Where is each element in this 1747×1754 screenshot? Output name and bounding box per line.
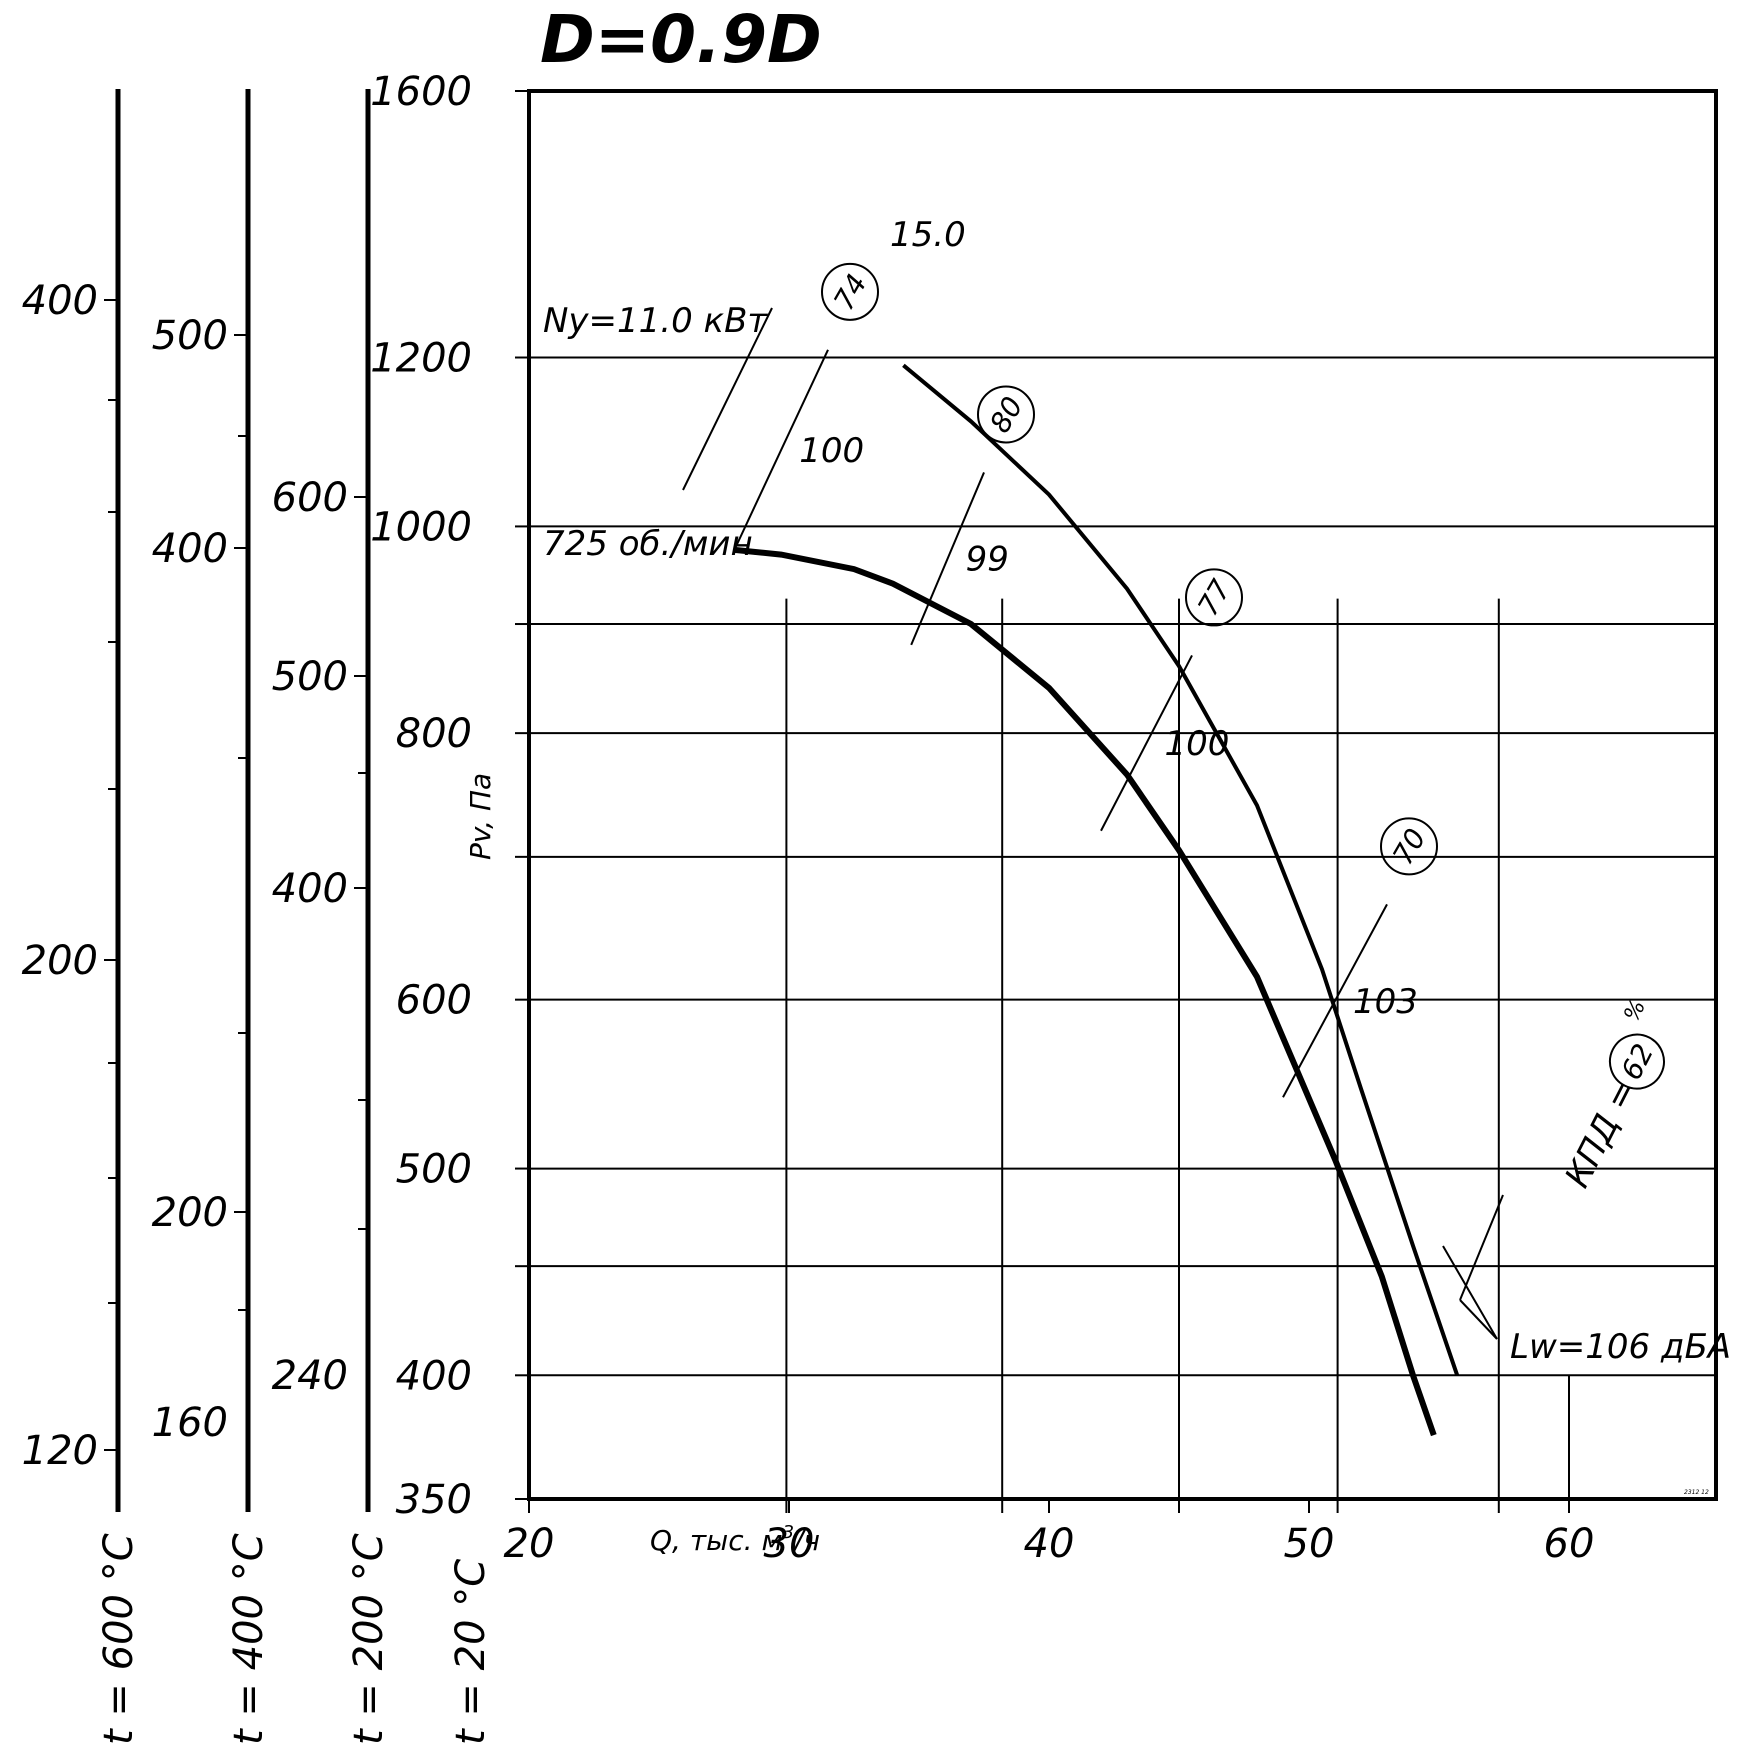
efficiency-leader-line: [1459, 1194, 1504, 1301]
efficiency-leader-line-2: [1459, 1299, 1498, 1340]
x-axis-label: Q, тыс. м3/ч: [650, 1522, 820, 1557]
sound-label: Lw=106 дБА: [1510, 1327, 1731, 1367]
efficiency-label-group: КПД = 62 %: [1557, 996, 1665, 1194]
speed-label: 725 об./мин.: [543, 524, 764, 564]
isoline: [910, 472, 985, 646]
temperature-scale-tick-label: 500: [272, 654, 348, 700]
isoline-badge-circle: [821, 262, 879, 321]
y-tick-label: 350: [396, 1477, 472, 1523]
isoline-badge-circle: [1185, 568, 1243, 627]
chart-title: D=0.9D: [540, 1, 822, 78]
efficiency-badge-circle: [1608, 1033, 1665, 1090]
y-axis-ticks: 1600 1200 1000 800 600 500 400 350: [370, 69, 529, 1523]
isoline-badge-circle: [977, 385, 1035, 444]
x-axis-label-tail: /ч: [791, 1524, 820, 1557]
isoline-label: 100: [1165, 724, 1230, 764]
y-tick-label: 1000: [370, 504, 472, 550]
isoline: [733, 349, 829, 551]
efficiency-leader-line-3: [1442, 1245, 1498, 1340]
temperature-scale-tick-label: 120: [22, 1428, 98, 1474]
power-value-label: 15.0: [890, 215, 966, 255]
y-tick-label: 500: [396, 1147, 472, 1193]
x-axis-label-sup: 3: [783, 1522, 794, 1543]
temperature-scale-label: t = 400 °C: [226, 1533, 272, 1745]
temperature-scale-label: t = 600 °C: [96, 1533, 142, 1745]
x-axis-label-main: Q, тыс. м: [650, 1524, 783, 1557]
series-line-power-15: [902, 363, 1460, 1376]
x-axis-ticks: 20 30 40 50 60: [504, 1499, 1595, 1567]
isoline-badge: 80: [983, 391, 1029, 438]
power-leader-line: [682, 307, 773, 491]
isoline-label: 100: [799, 431, 864, 471]
isoline-label: 103: [1353, 982, 1418, 1022]
x-tick-label: 60: [1544, 1521, 1595, 1567]
efficiency-badge: 62: [1615, 1038, 1661, 1085]
efficiency-label: КПД =: [1557, 1073, 1645, 1194]
isoline-label: 99: [966, 540, 1009, 580]
power-label: Ny=11.0 кВт: [543, 301, 768, 341]
y-tick-label: 1600: [370, 69, 472, 115]
temperature-scale-tick-label: 160: [152, 1400, 228, 1446]
temperature-scale-tick-label: 400: [22, 278, 98, 324]
temperature-scale-label: t = 20 °C: [448, 1559, 494, 1745]
y-tick-label: 800: [396, 711, 472, 757]
efficiency-isolines: 100 74 99 80 100 77 103 70: [733, 262, 1438, 1098]
temperature-scale-tick-label: 200: [152, 1190, 228, 1236]
temperature-scale-tick-label: 500: [152, 313, 228, 359]
isoline: [1100, 654, 1193, 832]
isoline-badge: 74: [827, 268, 873, 315]
x-tick-label: 30: [764, 1521, 815, 1567]
isoline-badge-circle: [1380, 817, 1438, 876]
temperature-scale-label: t = 200 °C: [346, 1533, 392, 1745]
temperature-scale-tick-label: 400: [272, 866, 348, 912]
y-tick-label: 400: [396, 1353, 472, 1399]
temperature-scale-tick-label: 600: [272, 475, 348, 521]
x-tick-label: 20: [504, 1521, 555, 1567]
y-axis-label: Pv, Па: [464, 773, 497, 860]
temperature-scale-tick-label: 400: [152, 526, 228, 572]
y-tick-label: 1200: [370, 336, 472, 382]
series-line-power-11: [734, 546, 1437, 1437]
temperature-scale-tick-label: 240: [272, 1353, 348, 1399]
y-tick-label: 600: [396, 978, 472, 1024]
small-code: 2312 12: [1684, 1489, 1709, 1496]
temperature-scales: 400 200 120 t = 600 °C 500 400 200 160 t = 400 °…: [22, 89, 494, 1745]
temperature-scale-tick-label: 200: [22, 938, 98, 984]
isoline: [1282, 903, 1388, 1098]
isoline-badge: 77: [1191, 574, 1237, 622]
grid: [529, 356, 1716, 1513]
x-tick-label: 50: [1284, 1521, 1335, 1567]
isoline-badge: 70: [1386, 823, 1432, 870]
x-tick-label: 40: [1024, 1521, 1075, 1567]
